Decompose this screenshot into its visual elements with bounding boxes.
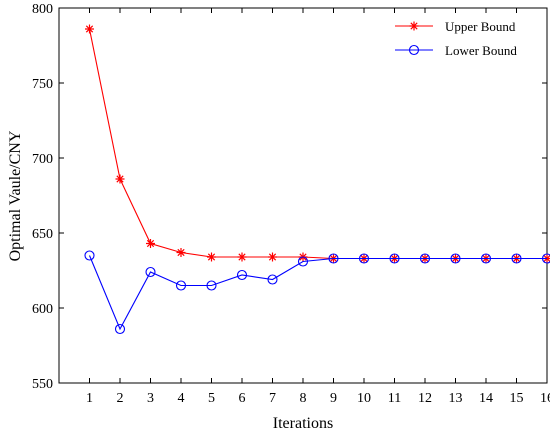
data-point-lower-bound bbox=[145, 266, 156, 278]
x-tick-label: 6 bbox=[239, 391, 246, 406]
series-lower-bound bbox=[84, 250, 550, 335]
x-tick-label: 7 bbox=[269, 391, 276, 406]
data-point-upper-bound bbox=[176, 248, 186, 257]
data-point-lower-bound bbox=[206, 280, 217, 291]
data-point-lower-bound bbox=[541, 253, 550, 264]
x-tick-label: 8 bbox=[300, 391, 307, 406]
x-axis: 12345678910111213141516 bbox=[86, 8, 550, 406]
data-point-lower-bound bbox=[267, 274, 278, 285]
data-point-upper-bound bbox=[85, 24, 94, 34]
series-layer bbox=[84, 24, 550, 335]
x-tick-label: 15 bbox=[510, 391, 524, 406]
x-tick-label: 4 bbox=[178, 391, 185, 406]
x-tick-label: 13 bbox=[449, 391, 463, 406]
y-axis-title: Optimal Vaule/CNY bbox=[7, 130, 24, 261]
y-tick-label: 650 bbox=[32, 227, 53, 242]
y-tick-label: 600 bbox=[32, 302, 53, 317]
legend-marker-lower-bound bbox=[408, 44, 420, 56]
y-tick-label: 800 bbox=[32, 2, 53, 17]
legend: Upper Bound Lower Bound bbox=[395, 19, 517, 58]
y-axis: 550 600 650 700 750 800 bbox=[32, 2, 547, 392]
data-point-lower-bound bbox=[328, 253, 339, 264]
y-tick-label: 550 bbox=[32, 377, 53, 392]
x-tick-label: 1 bbox=[86, 391, 93, 406]
x-tick-label: 5 bbox=[208, 391, 215, 406]
data-point-lower-bound bbox=[450, 253, 461, 264]
data-point-upper-bound bbox=[268, 252, 277, 262]
data-point-lower-bound bbox=[358, 253, 370, 264]
x-tick-label: 14 bbox=[479, 391, 493, 406]
x-tick-label: 11 bbox=[388, 391, 401, 406]
data-point-upper-bound bbox=[207, 252, 216, 262]
x-tick-label: 16 bbox=[540, 391, 550, 406]
data-point-lower-bound bbox=[114, 323, 126, 335]
data-point-lower-bound bbox=[480, 253, 492, 264]
data-point-upper-bound bbox=[146, 239, 155, 248]
x-axis-title: Iterations bbox=[273, 415, 333, 432]
x-tick-label: 10 bbox=[357, 391, 371, 406]
data-point-upper-bound bbox=[237, 252, 247, 262]
data-point-lower-bound bbox=[84, 250, 95, 261]
x-tick-label: 9 bbox=[330, 391, 337, 406]
x-tick-label: 2 bbox=[117, 391, 124, 406]
y-tick-label: 700 bbox=[32, 152, 53, 167]
legend-marker-upper-bound bbox=[409, 21, 419, 31]
series-line-lower-bound bbox=[88, 255, 547, 331]
data-point-lower-bound bbox=[175, 280, 187, 291]
data-point-lower-bound bbox=[236, 269, 248, 281]
x-tick-label: 12 bbox=[418, 391, 432, 406]
y-tick-label: 750 bbox=[32, 77, 53, 92]
data-point-lower-bound bbox=[297, 256, 309, 267]
legend-label-upper-bound: Upper Bound bbox=[445, 19, 516, 34]
data-point-lower-bound bbox=[419, 253, 431, 264]
data-point-upper-bound bbox=[115, 174, 125, 184]
plot-frame bbox=[58, 7, 548, 384]
data-point-lower-bound bbox=[511, 253, 522, 264]
x-tick-label: 3 bbox=[147, 391, 154, 406]
data-point-lower-bound bbox=[389, 253, 400, 264]
legend-label-lower-bound: Lower Bound bbox=[445, 43, 517, 58]
